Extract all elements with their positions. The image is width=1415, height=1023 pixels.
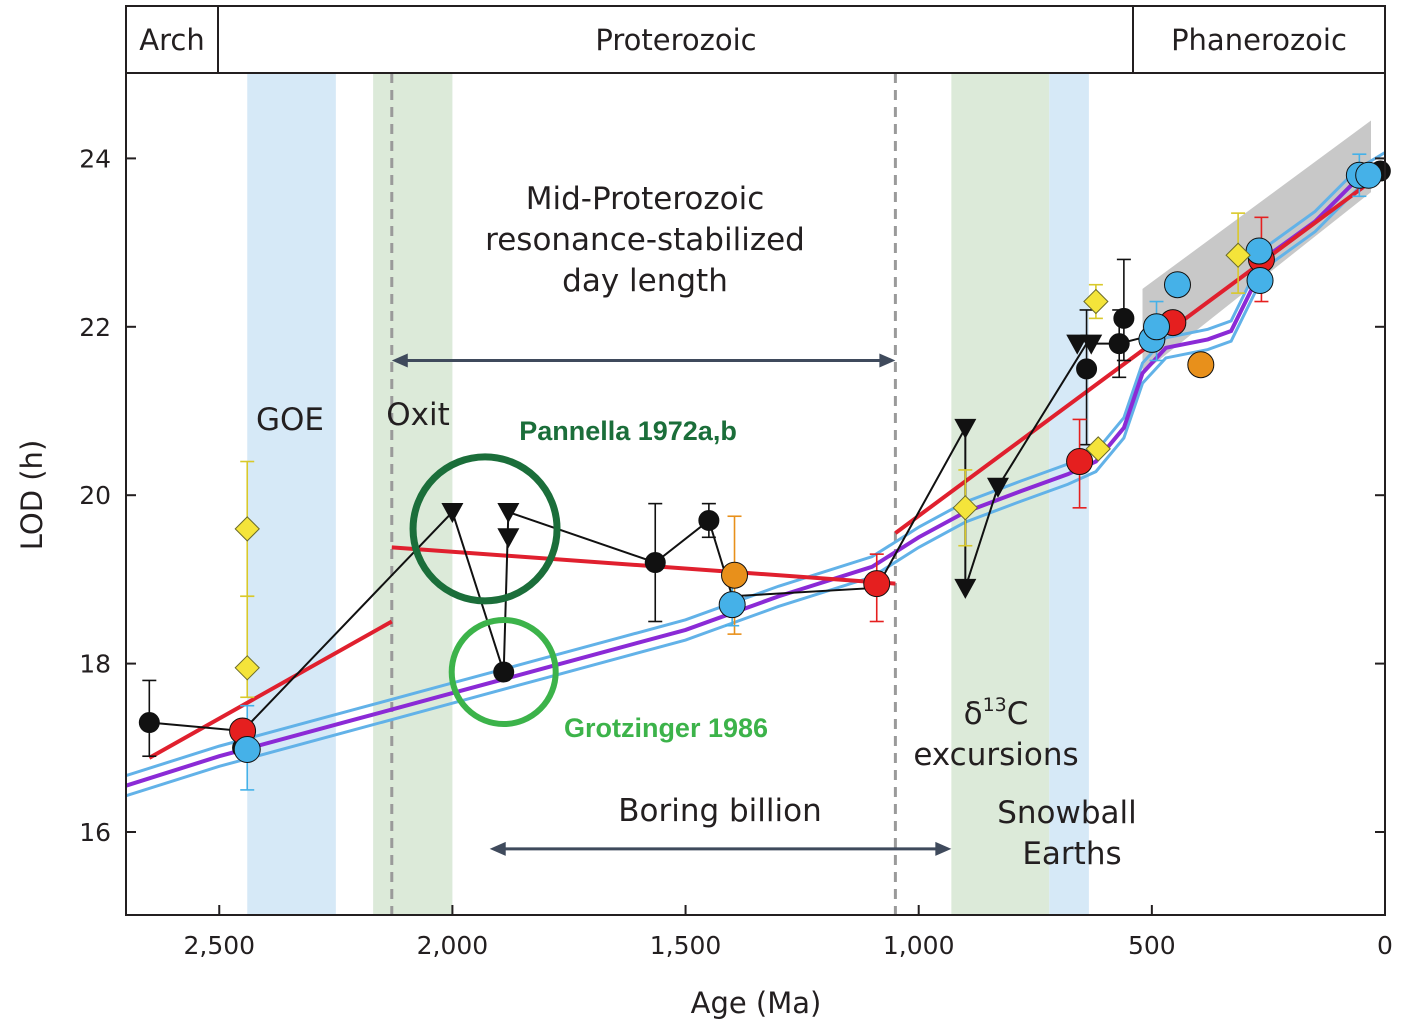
marker-circle-3-0 — [721, 561, 749, 589]
marker-circle-4-3 — [1143, 313, 1171, 341]
goe-label: GOE — [256, 402, 324, 438]
x-axis-title: Age (Ma) — [691, 986, 822, 1020]
marker-triangle-down-1-6 — [1066, 334, 1089, 355]
marker-circle-0-3 — [644, 552, 666, 574]
marker-circle-0-5 — [1076, 358, 1098, 380]
background-bands — [247, 73, 1089, 915]
marker-diamond-5-5 — [1225, 242, 1251, 268]
marker-circle-4-4 — [1163, 271, 1191, 299]
era-label-arch: Arch — [139, 23, 204, 57]
marker-diamond-5-2 — [952, 495, 979, 521]
marker-diamond-5-1 — [234, 655, 260, 681]
y-axis-title: LOD (h) — [15, 440, 49, 551]
d13c-delta: δ — [964, 696, 983, 732]
boring-billion-label: Boring billion — [618, 793, 822, 829]
fit-lines — [148, 169, 1387, 760]
marker-triangle-down-1-5 — [986, 477, 1009, 498]
marker-circle-3-1 — [1187, 351, 1215, 379]
band-3 — [1049, 73, 1089, 915]
x-tick-label-1: 2,000 — [417, 931, 489, 960]
pannella-citation: Pannella 1972a,b — [519, 416, 737, 446]
mid-proterozoic-line2: resonance-stabilized — [485, 222, 805, 258]
marker-circle-2-2 — [1066, 448, 1094, 476]
y-tick-label-0: 16 — [79, 818, 111, 847]
grotzinger-circle — [448, 617, 559, 728]
snowball-line2: Earths — [1022, 836, 1121, 872]
marker-circle-0-0 — [138, 712, 160, 734]
band-2 — [951, 73, 1050, 915]
y-tick-label-3: 22 — [79, 313, 111, 342]
marker-circle-4-1 — [718, 591, 746, 619]
grotzinger-citation: Grotzinger 1986 — [564, 713, 768, 743]
d13c-excursions-label: excursions — [913, 737, 1078, 773]
marker-triangle-down-1-1 — [497, 503, 520, 524]
band-0 — [247, 73, 336, 915]
marker-circle-4-6 — [1246, 266, 1274, 294]
arrows — [391, 353, 952, 856]
oxit-label: Oxit — [386, 397, 450, 433]
red-fit-mid — [391, 545, 896, 586]
mid-proterozoic-line3: day length — [562, 263, 728, 299]
boring-billion-arrow-head-left — [489, 841, 506, 856]
axis-ticks: 2,500 2,000 1,500 1,000 500 0 16 18 20 22 24 — [79, 144, 1393, 960]
marker-triangle-down-1-2 — [497, 528, 520, 549]
marker-circle-2-1 — [863, 570, 891, 598]
marker-circle-0-4 — [698, 509, 720, 531]
red-fit-early — [148, 619, 393, 760]
x-tick-label-5: 0 — [1377, 931, 1393, 960]
marker-circle-0-2 — [493, 661, 515, 683]
y-tick-label-4: 24 — [79, 144, 111, 173]
x-tick-label-0: 2,500 — [183, 931, 255, 960]
marker-circle-4-5 — [1245, 237, 1273, 265]
marker-triangle-down-1-3 — [954, 418, 977, 439]
marker-diamond-5-0 — [234, 516, 260, 542]
marker-circle-0-7 — [1113, 307, 1135, 329]
red-fit-late — [894, 169, 1387, 535]
x-tick-label-4: 500 — [1128, 931, 1176, 960]
mid-proterozoic-line1: Mid-Proterozoic — [526, 181, 765, 217]
dashed-lines — [390, 73, 897, 915]
snowball-line1: Snowball — [997, 795, 1137, 831]
y-tick-label-2: 20 — [79, 481, 111, 510]
highlight-circles — [409, 453, 561, 728]
y-tick-label-1: 18 — [79, 650, 111, 679]
x-tick-label-3: 1,000 — [883, 931, 955, 960]
marker-triangle-down-1-0 — [441, 503, 464, 524]
mid-proterozoic-arrow-head-right — [879, 353, 896, 368]
boring-billion-arrow-head-right — [935, 841, 952, 856]
marker-circle-0-6 — [1108, 333, 1130, 355]
marker-triangle-down-1-7 — [1080, 334, 1103, 355]
d13c-label: δ13C — [964, 694, 1029, 732]
pannella-circle — [409, 453, 561, 605]
x-tick-label-2: 1,500 — [650, 931, 722, 960]
marker-diamond-5-3 — [1083, 288, 1109, 315]
marker-triangle-down-1-4 — [954, 578, 977, 599]
marker-diamond-5-4 — [1085, 436, 1111, 462]
mid-proterozoic-arrow-head-left — [391, 353, 408, 368]
d13c-c: C — [1007, 696, 1029, 732]
marker-circle-4-0 — [233, 735, 261, 763]
plot-frame — [125, 5, 1386, 916]
d13c-superscript: 13 — [983, 694, 1007, 716]
era-label-proterozoic: Proterozoic — [595, 23, 756, 57]
marker-circle-4-8 — [1355, 161, 1383, 189]
band-1 — [373, 73, 453, 915]
era-label-phanerozoic: Phanerozoic — [1171, 23, 1347, 57]
